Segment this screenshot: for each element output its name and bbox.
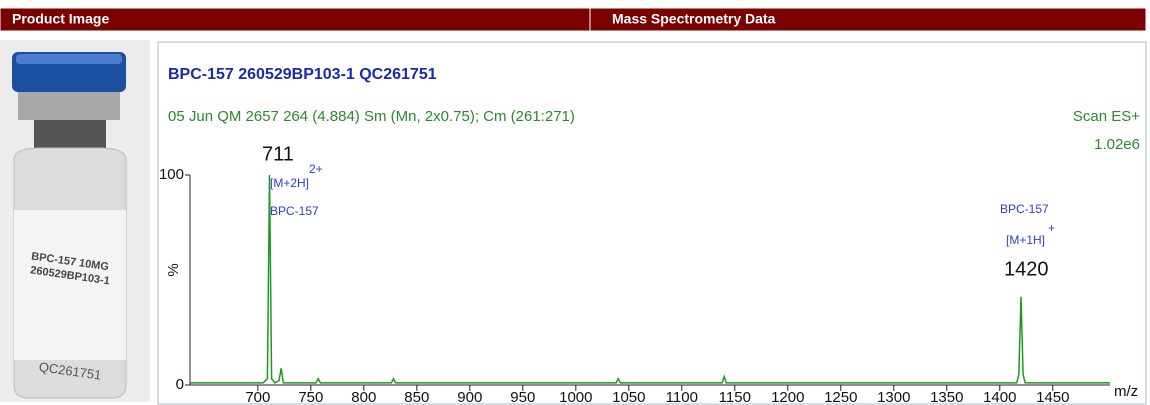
x-tick-label: 1200: [771, 389, 804, 405]
x-tick-label: 850: [404, 389, 429, 405]
y-axis-label: %: [165, 263, 182, 276]
annotation: 2+: [309, 162, 323, 176]
x-tick-label: 1450: [1036, 389, 1069, 405]
x-tick-label: 1350: [930, 389, 963, 405]
x-tick-label: 1150: [719, 389, 751, 405]
y-tick-label: 0: [176, 376, 184, 393]
chart-subtitle: 05 Jun QM 2657 264 (4.884) Sm (Mn, 2x0.7…: [168, 108, 575, 125]
peak-label: 1420: [1004, 258, 1049, 280]
x-tick-label: 1000: [559, 389, 592, 405]
annotation: +: [1048, 221, 1055, 235]
x-tick-label: 1250: [824, 389, 857, 405]
x-tick-label: 1050: [612, 389, 645, 405]
x-tick-label: 750: [298, 389, 323, 405]
x-tick-label: 1100: [666, 389, 698, 405]
x-tick-label: 700: [245, 389, 270, 405]
scan-mode: Scan ES+: [1073, 108, 1140, 125]
annotation: BPC-157: [270, 204, 319, 218]
x-tick-label: 900: [457, 389, 482, 405]
annotation: [M+1H]: [1006, 233, 1045, 247]
x-axis-label: m/z: [1114, 383, 1138, 400]
x-tick-label: 950: [510, 389, 535, 405]
peak-label: 711: [262, 143, 294, 165]
x-tick-label: 800: [351, 389, 376, 405]
intensity: 1.02e6: [1094, 136, 1140, 153]
x-tick-label: 1400: [983, 389, 1016, 405]
annotation: BPC-157: [1000, 202, 1049, 216]
product-photo: BPC-157 10MG 260529BP103-1 QC261751: [0, 40, 150, 402]
header-bar: [0, 8, 1146, 31]
page: Product Image Mass Spectrometry Data BPC…: [0, 0, 1150, 405]
header-right: Mass Spectrometry Data: [612, 11, 776, 27]
annotation: [M+2H]: [270, 176, 309, 190]
x-tick-label: 1300: [877, 389, 910, 405]
chart-title: BPC-157 260529BP103-1 QC261751: [168, 66, 437, 83]
header-left: Product Image: [12, 11, 109, 27]
y-tick-label: 100: [159, 166, 184, 183]
chart-panel: [158, 42, 1146, 404]
